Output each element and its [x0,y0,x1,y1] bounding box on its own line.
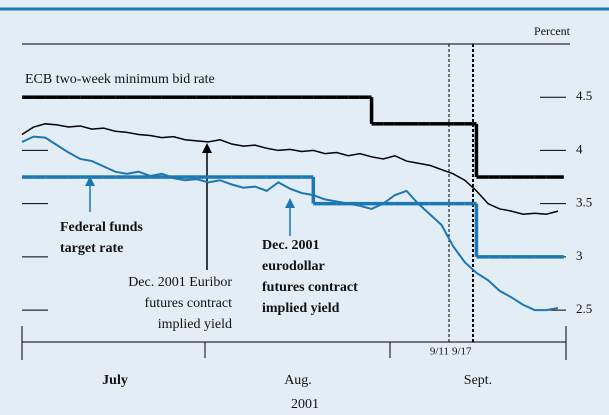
arrow-head [285,198,295,208]
series-line [21,123,559,216]
month-label: Sept. [464,373,492,388]
series-annotation: eurodollar [262,259,325,274]
y-unit: Percent [534,24,571,38]
series-annotation: implied yield [262,301,340,316]
series-annotation: Dec. 2001 [262,238,320,253]
y-tick-label: 4.5 [576,88,592,103]
series-annotation: Federal funds [60,220,143,235]
x-title: 2001 [291,397,319,412]
arrow-head [202,143,212,153]
month-label: Aug. [284,373,312,388]
series-annotation: target rate [60,241,123,256]
series-line [21,135,559,312]
series-annotation: futures contract [145,296,233,311]
y-tick-label: 3 [576,248,583,263]
series-annotation: implied yield [158,317,232,332]
series-annotation: ECB two-week minimum bid rate [25,72,215,87]
arrows [85,143,295,270]
event-label: 9/11 [430,346,449,358]
month-ticks [21,326,567,360]
arrow-head [85,176,95,186]
event-label: 9/17 [452,346,472,358]
y-tick-label: 3.5 [576,195,592,210]
y-tick-label: 4 [576,141,583,156]
month-label: July [102,373,128,388]
y-tick-label: 2.5 [576,301,592,316]
series-annotation: futures contract [262,280,358,295]
series-annotation: Dec. 2001 Euribor [128,275,232,290]
